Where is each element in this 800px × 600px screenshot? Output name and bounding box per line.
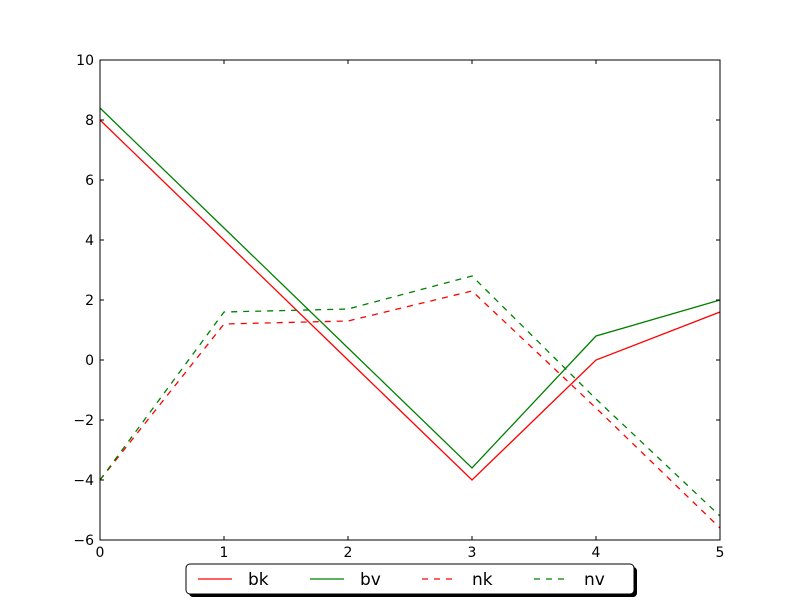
series-line-nk (99, 290, 721, 529)
y-tick-label: 2 (85, 293, 94, 309)
series-line-bv (99, 107, 721, 469)
x-tick-label: 2 (344, 545, 353, 561)
y-tick-label: 6 (85, 173, 94, 189)
x-tick-label: 4 (592, 545, 601, 561)
y-tick-label: −6 (73, 533, 94, 549)
legend-label-nk: nk (472, 570, 493, 590)
x-tick-label: 3 (468, 545, 477, 561)
legend-box (185, 563, 635, 595)
series-layer (99, 107, 721, 529)
series-line-bk (99, 119, 721, 481)
y-tick-label: 10 (76, 53, 94, 69)
plot-frame (99, 59, 721, 541)
y-tick-label: 4 (85, 233, 94, 249)
x-tick-label: 1 (220, 545, 229, 561)
y-tick-label: −2 (73, 413, 94, 429)
y-tick-label: 8 (85, 113, 94, 129)
y-tick-label: −4 (73, 473, 94, 489)
series-line-nv (99, 275, 721, 517)
x-tick-label: 0 (96, 545, 105, 561)
legend-label-nv: nv (584, 570, 605, 590)
x-tick-label: 5 (716, 545, 725, 561)
legend: bk bv nk nv (185, 563, 637, 597)
y-tick-label: 0 (85, 353, 94, 369)
legend-label-bv: bv (360, 570, 381, 590)
ticks-layer: 0 1 2 3 4 5 −6 −4 −2 0 2 4 6 8 10 (73, 53, 724, 561)
legend-label-bk: bk (248, 570, 269, 590)
